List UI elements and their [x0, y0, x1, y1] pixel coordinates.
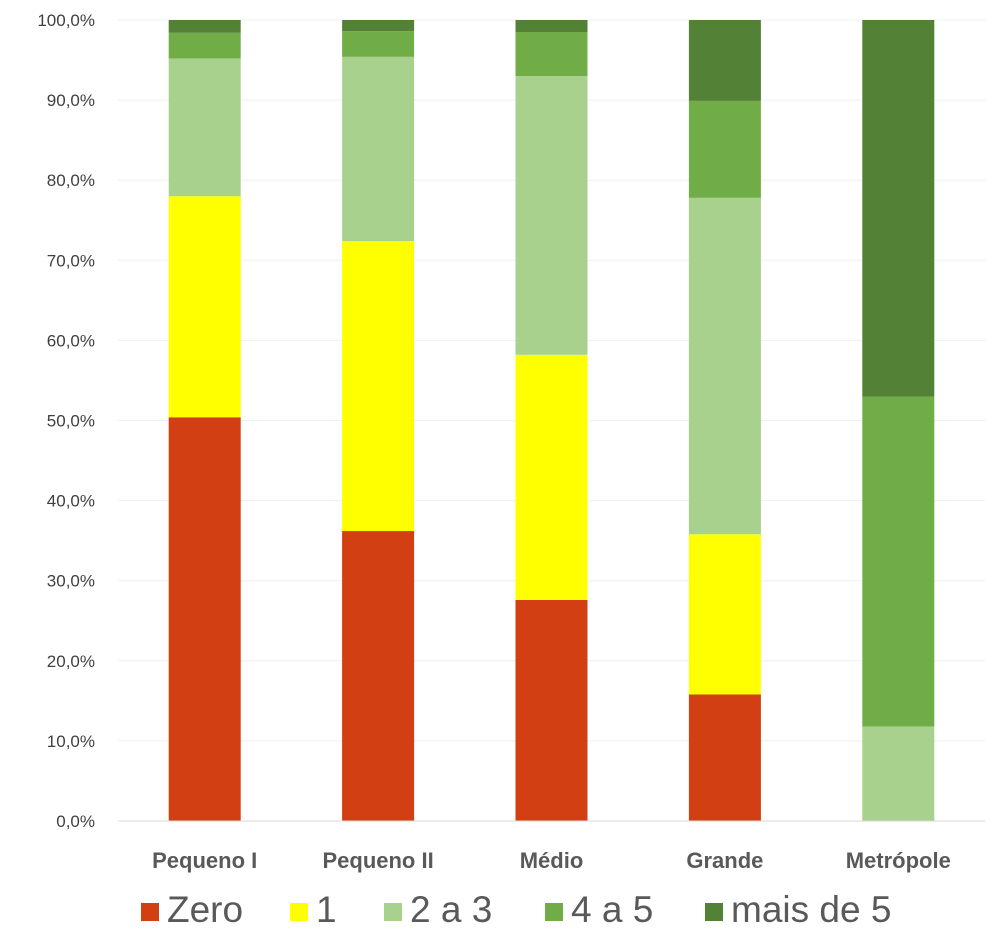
bar-segment — [688, 100, 761, 198]
bar-segment — [515, 599, 588, 821]
y-tick-label: 60,0% — [47, 331, 95, 350]
y-tick-label: 100,0% — [37, 11, 95, 30]
legend-label: 4 a 5 — [571, 889, 653, 930]
bar-segment — [168, 417, 241, 821]
bar-segment — [862, 726, 935, 821]
y-tick-label: 40,0% — [47, 492, 95, 511]
bar-segment — [515, 76, 588, 355]
bar-segment — [688, 197, 761, 535]
legend-swatch — [705, 903, 723, 921]
bar-segment — [342, 56, 415, 242]
bar-segment — [862, 20, 935, 397]
legend-swatch — [545, 903, 563, 921]
bar-segment — [168, 58, 241, 197]
x-tick-label: Pequeno I — [152, 848, 257, 873]
bar-segment — [168, 32, 241, 59]
y-tick-label: 30,0% — [47, 572, 95, 591]
legend-swatch — [290, 903, 308, 921]
x-tick-label: Médio — [520, 848, 584, 873]
legend-label: 2 a 3 — [410, 889, 492, 930]
bar-segment — [342, 31, 415, 57]
bar-segment — [862, 396, 935, 727]
bar-segment — [342, 531, 415, 821]
x-tick-label: Grande — [686, 848, 763, 873]
legend-label: 1 — [316, 889, 337, 930]
bar-segment — [168, 20, 241, 33]
y-tick-label: 20,0% — [47, 652, 95, 671]
bar-segment — [342, 20, 415, 32]
bar-segment — [688, 694, 761, 821]
bar-segment — [168, 196, 241, 418]
bar-segment — [515, 354, 588, 600]
legend-label: mais de 5 — [731, 889, 891, 930]
y-tick-label: 70,0% — [47, 251, 95, 270]
legend-swatch — [384, 903, 402, 921]
y-tick-label: 0,0% — [56, 812, 95, 831]
bar-segment — [342, 241, 415, 532]
bar-segment — [688, 20, 761, 101]
bar-segment — [688, 534, 761, 695]
y-tick-label: 90,0% — [47, 91, 95, 110]
legend-swatch — [141, 903, 159, 921]
legend: Zero 1 2 a 3 4 a 5 mais de 5 — [141, 889, 891, 930]
y-axis: 0,0% 10,0% 20,0% 30,0% 40,0% 50,0% 60,0% 70,0% 8… — [37, 11, 95, 831]
x-tick-label: Pequeno II — [322, 848, 433, 873]
x-axis: Pequeno I Pequeno II Médio Grande Metrópole — [152, 848, 951, 873]
y-tick-label: 10,0% — [47, 732, 95, 751]
bar-segment — [515, 32, 588, 77]
x-tick-label: Metrópole — [846, 848, 951, 873]
bars — [168, 20, 935, 821]
y-tick-label: 50,0% — [47, 412, 95, 431]
bar-segment — [515, 20, 588, 33]
legend-label: Zero — [167, 889, 243, 930]
y-tick-label: 80,0% — [47, 171, 95, 190]
